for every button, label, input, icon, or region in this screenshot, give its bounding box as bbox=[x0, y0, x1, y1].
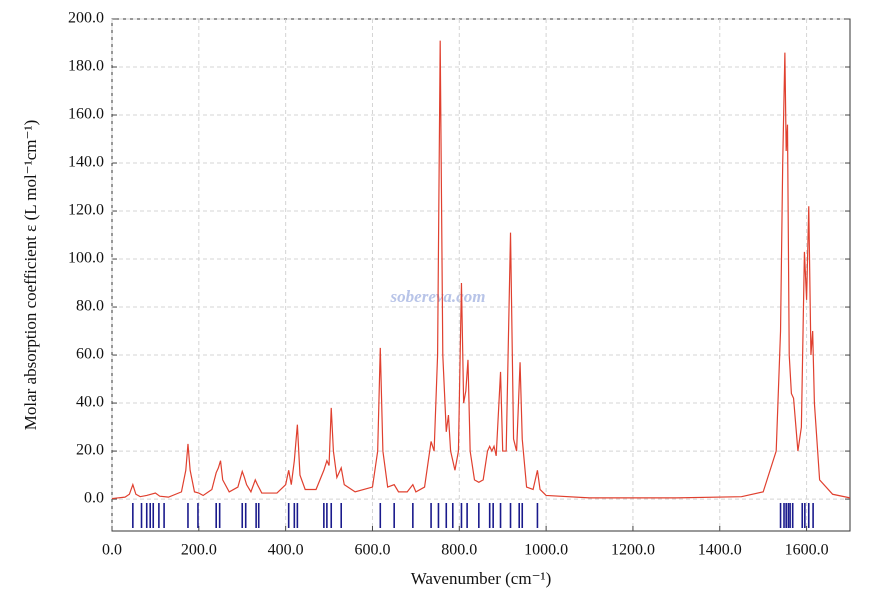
y-tick-label: 120.0 bbox=[68, 202, 104, 219]
x-tick-label: 800.0 bbox=[441, 542, 477, 559]
x-tick-label: 200.0 bbox=[181, 542, 217, 559]
x-tick-label: 1600.0 bbox=[785, 542, 829, 559]
y-tick-label: 200.0 bbox=[68, 10, 104, 27]
x-tick-label: 400.0 bbox=[268, 542, 304, 559]
plot-frame bbox=[111, 18, 851, 532]
y-tick-label: 180.0 bbox=[68, 58, 104, 75]
y-tick-label: 60.0 bbox=[76, 346, 104, 363]
x-axis-label: Wavenumber (cm⁻¹) bbox=[411, 569, 552, 588]
x-tick-label: 1000.0 bbox=[524, 542, 568, 559]
x-tick-label: 1200.0 bbox=[611, 542, 655, 559]
y-axis-label: Molar absorption coefficient ε (L mol⁻¹c… bbox=[21, 120, 40, 431]
y-tick-label: 20.0 bbox=[76, 442, 104, 459]
y-tick-label: 80.0 bbox=[76, 298, 104, 315]
y-tick-label: 160.0 bbox=[68, 106, 104, 123]
y-tick-label: 0.0 bbox=[84, 490, 104, 507]
spectrum-line bbox=[111, 40, 851, 500]
x-tick-label: 600.0 bbox=[354, 542, 390, 559]
y-tick-label: 100.0 bbox=[68, 250, 104, 267]
y-tick-label: 40.0 bbox=[76, 394, 104, 411]
y-tick-label: 140.0 bbox=[68, 154, 104, 171]
x-tick-label: 0.0 bbox=[102, 542, 122, 559]
x-tick-label: 1400.0 bbox=[698, 542, 742, 559]
